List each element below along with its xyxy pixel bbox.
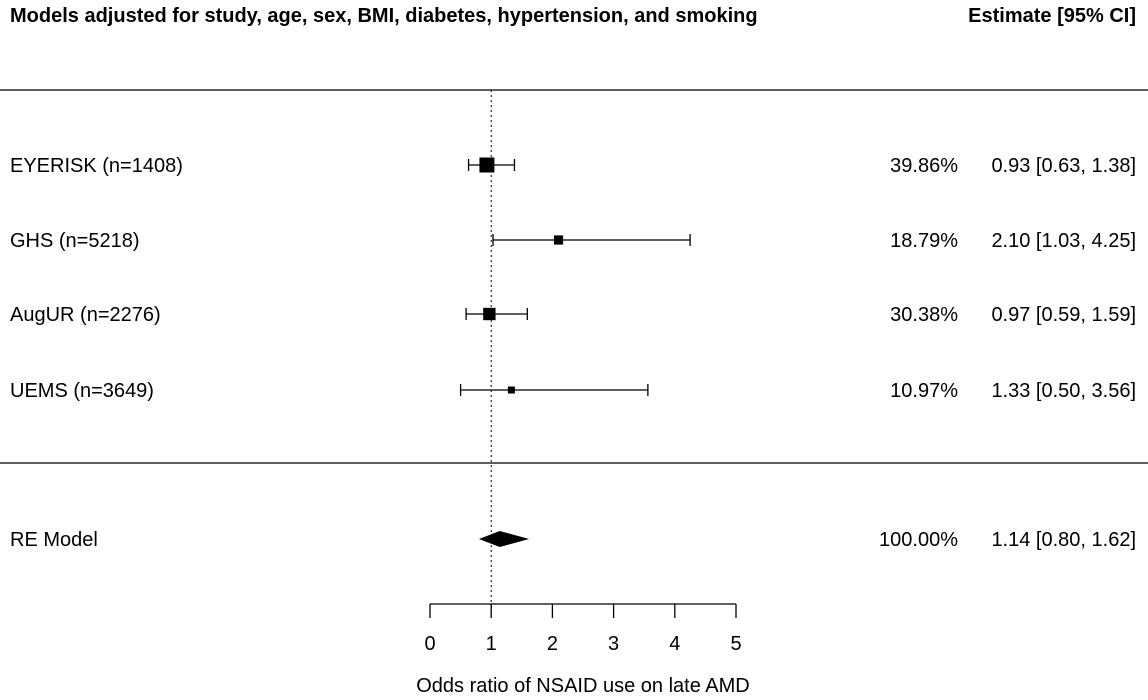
point-estimate-square — [483, 307, 496, 321]
summary-row: RE Model 100.00% 1.14 [0.80, 1.62] — [10, 529, 1136, 551]
chart-title: Models adjusted for study, age, sex, BMI… — [10, 5, 758, 27]
x-axis: 0 1 2 3 4 5 — [424, 603, 742, 655]
study-estimate-ci: 0.93 [0.63, 1.38] — [991, 155, 1136, 177]
study-weight: 30.38% — [890, 304, 958, 326]
study-label: AugUR (n=2276) — [10, 304, 161, 326]
point-estimate-square — [507, 386, 515, 394]
study-weight: 18.79% — [890, 230, 958, 252]
point-estimate-square — [553, 235, 564, 245]
study-label: GHS (n=5218) — [10, 230, 140, 252]
summary-estimate-ci: 1.14 [0.80, 1.62] — [991, 529, 1136, 551]
summary-weight: 100.00% — [879, 529, 958, 551]
x-tick-label: 3 — [608, 633, 619, 655]
study-estimate-ci: 0.97 [0.59, 1.59] — [991, 304, 1136, 326]
study-weight: 39.86% — [890, 155, 958, 177]
summary-diamond — [478, 531, 530, 547]
study-estimate-ci: 2.10 [1.03, 4.25] — [991, 230, 1136, 252]
x-tick-label: 4 — [669, 633, 680, 655]
study-row: GHS (n=5218) 18.79% 2.10 [1.03, 4.25] — [10, 230, 1136, 252]
study-label: EYERISK (n=1408) — [10, 155, 183, 177]
estimate-header: Estimate [95% CI] — [968, 5, 1136, 27]
study-row: AugUR (n=2276) 30.38% 0.97 [0.59, 1.59] — [10, 304, 1136, 326]
point-estimate-square — [479, 157, 495, 173]
study-estimate-ci: 1.33 [0.50, 3.56] — [991, 380, 1136, 402]
x-tick-label: 5 — [730, 633, 741, 655]
study-row: EYERISK (n=1408) 39.86% 0.93 [0.63, 1.38] — [10, 155, 1136, 177]
x-tick-label: 2 — [547, 633, 558, 655]
study-label: UEMS (n=3649) — [10, 380, 154, 402]
x-tick-label: 0 — [424, 633, 435, 655]
summary-label: RE Model — [10, 529, 98, 551]
x-axis-label: Odds ratio of NSAID use on late AMD — [416, 675, 750, 697]
study-weight: 10.97% — [890, 380, 958, 402]
x-tick-label: 1 — [486, 633, 497, 655]
study-rows: EYERISK (n=1408) 39.86% 0.93 [0.63, 1.38] G… — [10, 155, 1136, 402]
study-row: UEMS (n=3649) 10.97% 1.33 [0.50, 3.56] — [10, 380, 1136, 402]
